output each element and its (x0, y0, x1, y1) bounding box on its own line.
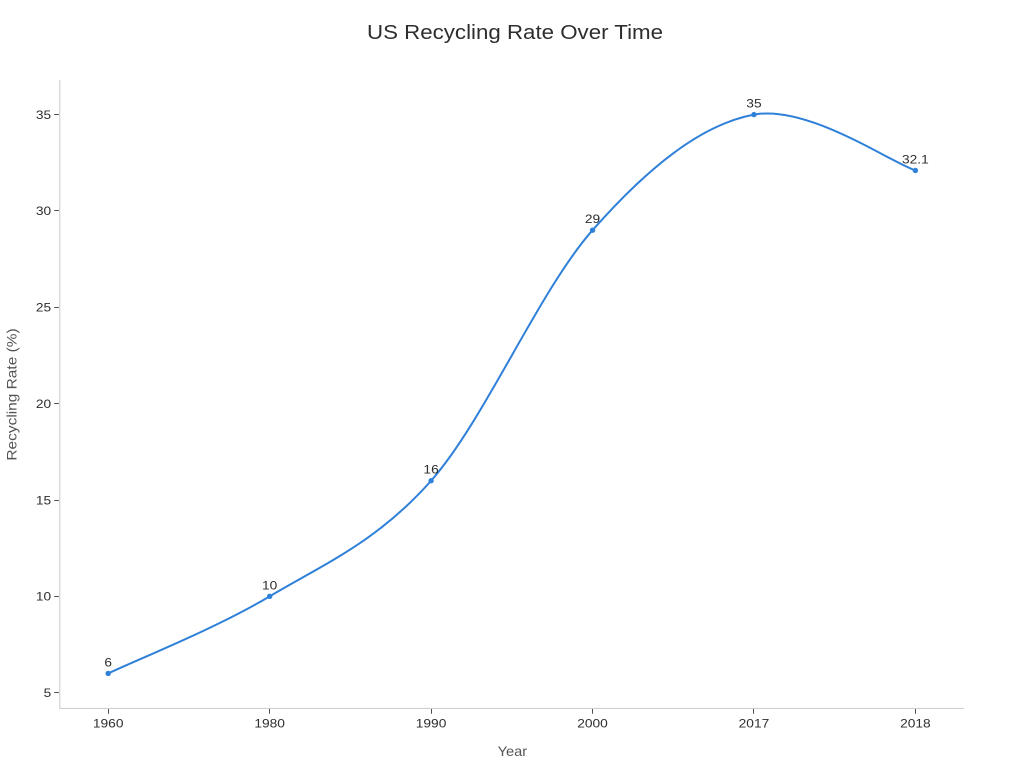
svg-text:Recycling Rate (%): Recycling Rate (%) (4, 328, 20, 460)
svg-text:1980: 1980 (254, 717, 285, 731)
svg-text:1990: 1990 (416, 717, 447, 731)
svg-text:10: 10 (262, 578, 278, 592)
svg-text:20: 20 (36, 397, 52, 411)
svg-text:35: 35 (746, 97, 762, 111)
svg-text:US Recycling Rate Over Time: US Recycling Rate Over Time (367, 22, 663, 44)
svg-text:25: 25 (36, 301, 52, 315)
svg-text:29: 29 (585, 212, 601, 226)
svg-text:15: 15 (36, 493, 52, 507)
svg-text:16: 16 (423, 463, 439, 477)
svg-text:2018: 2018 (900, 717, 931, 731)
svg-text:2017: 2017 (739, 717, 770, 731)
svg-text:6: 6 (104, 655, 112, 669)
svg-text:1960: 1960 (93, 717, 124, 731)
svg-text:30: 30 (36, 204, 52, 218)
svg-text:10: 10 (36, 590, 52, 604)
svg-text:35: 35 (36, 108, 52, 122)
svg-text:2000: 2000 (577, 717, 608, 731)
svg-text:32.1: 32.1 (902, 152, 929, 166)
svg-text:Year: Year (498, 743, 528, 759)
svg-text:5: 5 (44, 686, 52, 700)
